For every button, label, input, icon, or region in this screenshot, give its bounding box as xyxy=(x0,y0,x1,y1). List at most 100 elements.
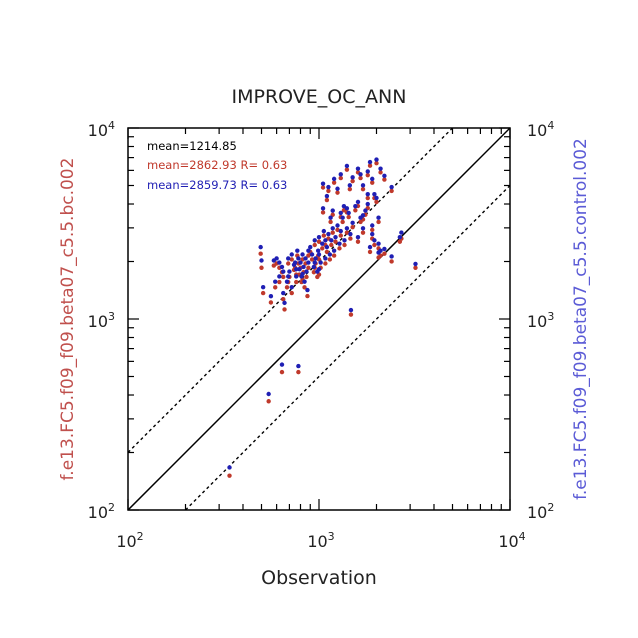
series-1-point-77 xyxy=(376,219,381,225)
series-2-point-33 xyxy=(300,252,305,257)
series-2-point-56 xyxy=(331,248,337,253)
series-1-point-27 xyxy=(294,279,299,285)
series-1-point-35 xyxy=(302,285,307,290)
series-2-point-59 xyxy=(337,241,342,246)
series-1-point-60 xyxy=(338,233,343,238)
series-1-point-75 xyxy=(372,242,377,248)
series-2-point-4 xyxy=(348,307,354,313)
series-1-point-72 xyxy=(365,195,370,201)
chart-title: IMPROVE_OC_ANN xyxy=(232,86,407,108)
series-1-point-0 xyxy=(227,473,232,478)
series-1-point-51 xyxy=(324,249,330,255)
series-1-point-2 xyxy=(279,369,285,375)
series-2-point-41 xyxy=(311,264,317,270)
series-2-point-53 xyxy=(327,252,333,257)
series-2-point-34 xyxy=(301,264,306,270)
series-2-point-22 xyxy=(286,256,291,261)
series-2-point-108 xyxy=(376,241,381,246)
series-2-point-40 xyxy=(309,252,315,257)
series-1-point-49 xyxy=(321,233,327,238)
mean-observation: mean=1214.85 xyxy=(147,139,237,153)
series-2-point-100 xyxy=(320,181,326,186)
series-1-point-98 xyxy=(389,188,394,194)
series-2-point-85 xyxy=(344,163,350,169)
series-2-point-46 xyxy=(316,234,322,240)
series-1-point-22 xyxy=(286,261,291,266)
series-2-point-91 xyxy=(365,169,370,174)
series-2-point-66 xyxy=(350,220,355,226)
series-1-point-83 xyxy=(338,175,343,181)
series-1-point-92 xyxy=(367,163,373,168)
series-1-point-100 xyxy=(320,185,326,190)
series-2-point-9 xyxy=(382,246,387,252)
series-2-point-57 xyxy=(333,234,338,240)
y-axis-label-left: f.e13.FC5.f09_f09.beta07_c5.5.bc.002 xyxy=(58,158,78,481)
series-1-point-24 xyxy=(289,290,294,296)
series-2-point-36 xyxy=(303,256,308,261)
series-2-point-92 xyxy=(367,159,373,165)
series-2-point-117 xyxy=(281,269,286,274)
series-2-point-39 xyxy=(308,244,313,250)
series-2-point-26 xyxy=(292,260,298,265)
series-1-point-14 xyxy=(268,300,274,305)
series-2-point-45 xyxy=(315,248,321,253)
series-2-point-60 xyxy=(338,228,343,234)
series-1-point-99 xyxy=(326,188,331,194)
series-2-point-12 xyxy=(259,258,264,263)
series-1-point-59 xyxy=(337,246,342,251)
series-2-point-90 xyxy=(360,183,366,188)
series-2-point-106 xyxy=(365,201,370,207)
series-1-point-97 xyxy=(382,177,387,182)
series-2-point-67 xyxy=(353,203,358,209)
series-2-point-115 xyxy=(289,252,294,257)
series-2-point-72 xyxy=(365,191,370,197)
series-2-point-27 xyxy=(294,274,299,279)
x-tick-label-2: 104 xyxy=(498,530,525,551)
series-2-point-16 xyxy=(274,256,279,261)
series-2-point-95 xyxy=(374,157,379,162)
series-2-point-77 xyxy=(376,215,381,220)
series-1-point-120 xyxy=(305,293,310,299)
series-2-point-2 xyxy=(279,362,285,367)
series-2-point-13 xyxy=(260,284,266,290)
series-2-point-97 xyxy=(382,173,387,179)
series-1-point-12 xyxy=(259,265,264,270)
series-1-point-41 xyxy=(311,270,317,275)
series-1-point-62 xyxy=(342,242,347,248)
series-2-point-88 xyxy=(355,166,361,171)
series-2-point-82 xyxy=(335,186,340,191)
mean-model-control: mean=2859.73 R= 0.63 xyxy=(147,178,287,192)
series-2-point-31 xyxy=(298,260,303,265)
series-1-point-86 xyxy=(347,186,353,192)
series-2-point-49 xyxy=(321,228,327,234)
series-1-point-20 xyxy=(282,307,287,312)
series-2-point-8 xyxy=(389,254,394,259)
series-1-point-46 xyxy=(316,239,322,244)
series-2-point-89 xyxy=(358,172,363,177)
series-2-point-70 xyxy=(360,226,366,231)
series-1-point-66 xyxy=(350,224,355,230)
series-1-point-4 xyxy=(348,312,354,317)
series-1-point-56 xyxy=(331,253,337,258)
series-2-point-79 xyxy=(324,193,330,199)
series-1-point-73 xyxy=(367,249,373,255)
series-2-point-54 xyxy=(329,238,334,243)
series-2-point-122 xyxy=(323,238,328,243)
series-2-point-76 xyxy=(374,195,379,201)
series-2-point-21 xyxy=(284,279,290,284)
series-2-point-83 xyxy=(338,172,343,177)
series-2-point-107 xyxy=(370,231,375,237)
x-tick-label-0: 102 xyxy=(116,530,143,551)
series-1-point-57 xyxy=(333,239,338,244)
series-1-point-61 xyxy=(340,219,345,225)
series-2-point-68 xyxy=(355,234,361,240)
series-2-point-6 xyxy=(399,230,404,235)
series-2-point-7 xyxy=(397,234,403,240)
series-2-point-105 xyxy=(360,213,366,218)
reference-line-3 xyxy=(185,185,511,511)
series-1-point-11 xyxy=(258,251,263,256)
series-2-point-23 xyxy=(287,269,292,274)
series-1-point-53 xyxy=(327,257,333,262)
